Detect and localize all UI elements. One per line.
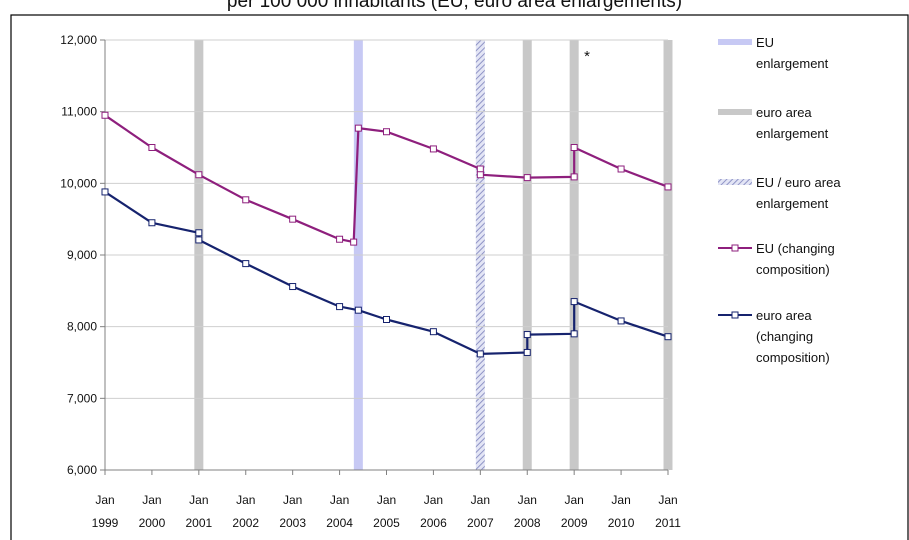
gridlines <box>105 40 668 398</box>
legend-swatch-euro_enlarge <box>718 106 754 118</box>
x-tick-year-label: 2005 <box>373 516 400 530</box>
legend-label: euro area (changing composition) <box>756 305 830 368</box>
x-tick-month-label: Jan <box>611 493 630 507</box>
x-tick-month-label: Jan <box>142 493 161 507</box>
data-point-euro <box>337 304 343 310</box>
x-tick-month-label: Jan <box>564 493 583 507</box>
data-point-euro <box>665 334 671 340</box>
x-tick-year-label: 2011 <box>655 516 681 530</box>
legend-item-both_enlarge: EU / euro area enlargement <box>718 172 841 214</box>
data-point-eu <box>351 239 357 245</box>
data-point-euro <box>196 230 202 236</box>
legend-label: EU / euro area enlargement <box>756 172 841 214</box>
data-point-euro <box>524 332 530 338</box>
data-point-eu <box>196 172 202 178</box>
data-point-eu <box>571 174 577 180</box>
x-tick-year-label: 2007 <box>467 516 494 530</box>
data-point-euro <box>571 299 577 305</box>
data-point-eu <box>618 166 624 172</box>
x-tick-month-label: Jan <box>189 493 208 507</box>
data-point-euro <box>102 189 108 195</box>
x-tick-month-label: Jan <box>518 493 537 507</box>
annotations: * <box>584 48 590 65</box>
data-point-euro <box>384 317 390 323</box>
data-point-euro <box>196 237 202 243</box>
data-point-euro <box>524 349 530 355</box>
x-tick-month-label: Jan <box>95 493 114 507</box>
x-tick-month-label: Jan <box>236 493 255 507</box>
y-tick-label: 6,000 <box>67 463 97 477</box>
x-tick-year-label: 2008 <box>514 516 541 530</box>
data-point-euro <box>430 329 436 335</box>
data-point-euro <box>243 261 249 267</box>
x-tick-year-label: 2009 <box>561 516 588 530</box>
x-tick-year-label: 2000 <box>139 516 166 530</box>
x-tick-month-label: Jan <box>377 493 396 507</box>
data-point-euro <box>355 307 361 313</box>
data-point-eu <box>243 197 249 203</box>
y-tick-label: 10,000 <box>60 176 97 190</box>
data-point-eu <box>477 172 483 178</box>
x-tick-month-label: Jan <box>471 493 490 507</box>
legend-swatch-euro_line <box>718 309 754 321</box>
x-tick-year-label: 2010 <box>608 516 635 530</box>
legend-item-eu_enlarge: EU enlargement <box>718 32 828 74</box>
legend-swatch-both_enlarge <box>718 176 754 188</box>
legend-item-euro_line: euro area (changing composition) <box>718 305 830 368</box>
x-tick-month-label: Jan <box>424 493 443 507</box>
annotation-asterisk: * <box>584 48 590 65</box>
data-point-eu <box>384 129 390 135</box>
x-tick-year-label: 2003 <box>279 516 306 530</box>
y-tick-label: 12,000 <box>60 33 97 47</box>
legend-label: EU (changing composition) <box>756 238 835 280</box>
legend-item-eu_line: EU (changing composition) <box>718 238 835 280</box>
legend-swatch-eu_line <box>718 242 754 254</box>
data-point-eu <box>102 112 108 118</box>
legend-item-euro_enlarge: euro area enlargement <box>718 102 828 144</box>
x-tick-year-label: 2006 <box>420 516 447 530</box>
series-lines <box>102 112 671 357</box>
x-tick-year-label: 1999 <box>92 516 119 530</box>
data-point-eu <box>337 236 343 242</box>
x-tick-year-label: 2002 <box>232 516 259 530</box>
data-point-eu <box>477 166 483 172</box>
data-point-euro <box>477 351 483 357</box>
data-point-eu <box>149 145 155 151</box>
axes: 6,000 7,000 8,000 9,000 10,000 11,000 12,000 Ja… <box>60 33 681 530</box>
data-point-eu <box>290 216 296 222</box>
legend-label: euro area enlargement <box>756 102 828 144</box>
x-tick-month-label: Jan <box>658 493 677 507</box>
data-point-eu <box>430 146 436 152</box>
data-point-eu <box>571 145 577 151</box>
data-point-euro <box>290 284 296 290</box>
x-tick-month-label: Jan <box>330 493 349 507</box>
y-tick-label: 11,000 <box>61 105 97 119</box>
series-line-euro <box>105 192 668 354</box>
x-tick-year-label: 2001 <box>185 516 212 530</box>
legend-swatch-eu_enlarge <box>718 36 754 48</box>
y-tick-label: 7,000 <box>67 391 97 405</box>
y-tick-label: 8,000 <box>67 320 97 334</box>
y-tick-label: 9,000 <box>67 248 97 262</box>
data-point-eu <box>665 184 671 190</box>
data-point-euro <box>149 220 155 226</box>
data-point-eu <box>524 175 530 181</box>
data-point-euro <box>618 318 624 324</box>
x-tick-year-label: 2004 <box>326 516 353 530</box>
data-point-eu <box>355 125 361 131</box>
x-tick-month-label: Jan <box>283 493 302 507</box>
legend-label: EU enlargement <box>756 32 828 74</box>
data-point-euro <box>571 331 577 337</box>
